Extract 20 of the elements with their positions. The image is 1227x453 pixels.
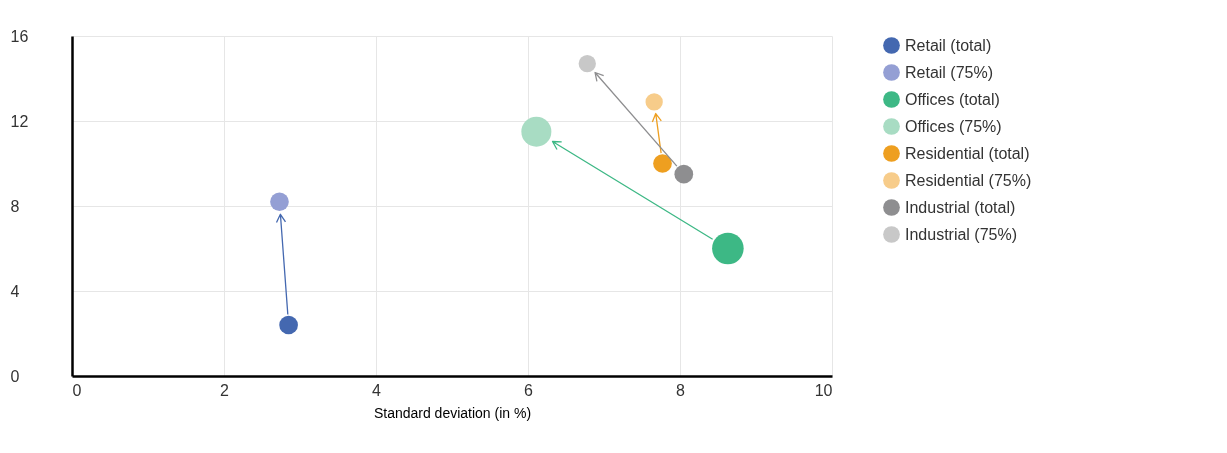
- y-tick-label: 8: [10, 197, 20, 215]
- y-tick-label: 0: [10, 367, 20, 385]
- legend-label: Industrial (75%): [905, 225, 1018, 243]
- x-tick-label: 8: [676, 381, 686, 399]
- y-tick-label: 16: [10, 27, 29, 45]
- legend-label: Offices (total): [905, 90, 1000, 108]
- x-tick-label: 4: [372, 381, 382, 399]
- legend-label: Retail (total): [905, 36, 992, 54]
- y-tick-label: 4: [10, 282, 20, 300]
- x-tick-label: 2: [220, 381, 230, 399]
- x-tick-label: 6: [524, 381, 534, 399]
- y-tick-label: 12: [10, 112, 29, 130]
- legend-label: Residential (total): [905, 144, 1030, 162]
- x-tick-label: 10: [814, 381, 833, 399]
- legend-label: Residential (75%): [905, 171, 1032, 189]
- legend-label: Retail (75%): [905, 63, 994, 81]
- legend-label: Industrial (total): [905, 198, 1016, 216]
- legend-label: Offices (75%): [905, 117, 1002, 135]
- x-axis-title: Standard deviation (in %): [373, 404, 532, 421]
- x-tick-label: 0: [72, 381, 82, 399]
